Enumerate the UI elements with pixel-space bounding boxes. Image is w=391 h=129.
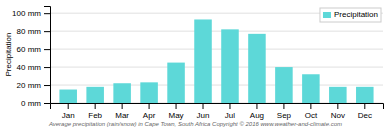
bar <box>356 87 374 103</box>
bar-series <box>59 19 373 103</box>
legend-swatch <box>323 12 331 18</box>
y-tick: 40 mm <box>17 63 50 72</box>
y-tick-label: 40 mm <box>17 63 42 72</box>
y-tick-label: 60 mm <box>17 45 42 54</box>
x-tick-label: May <box>168 111 183 120</box>
x-tick-label: Apr <box>143 111 156 120</box>
x-tick-mark <box>229 103 230 109</box>
grid-line <box>50 49 383 50</box>
y-tick-mark <box>44 13 50 14</box>
x-tick-mark <box>122 103 123 109</box>
bar <box>113 83 131 103</box>
bar <box>329 87 347 103</box>
grid-line <box>50 67 383 68</box>
x-tick-mark <box>176 103 177 109</box>
x-axis-line <box>51 104 384 110</box>
x-tick-label: Oct <box>305 111 318 120</box>
x-tick-label: Jul <box>225 111 235 120</box>
x-tick-label: Nov <box>331 111 345 120</box>
y-tick-label: 20 mm <box>17 81 42 90</box>
x-tick: Oct <box>305 103 318 120</box>
x-tick: May <box>168 103 183 120</box>
x-tick-label: Jan <box>62 111 75 120</box>
bar <box>59 90 77 103</box>
bar <box>275 67 293 103</box>
caption: Average precipitation (rain/snow) in Cap… <box>48 121 342 127</box>
x-tick-mark <box>203 103 204 109</box>
y-axis-title: Precipitation <box>4 32 13 76</box>
y-axis: 0 mm 20 mm 40 mm 60 mm 80 mm 100 mm <box>12 7 50 109</box>
plot-area <box>59 19 373 103</box>
x-tick-mark <box>256 103 257 109</box>
x-tick-mark <box>364 103 365 109</box>
x-tick-label: Mar <box>115 111 129 120</box>
bar <box>248 34 266 103</box>
y-tick-mark <box>44 67 50 68</box>
x-tick: Dec <box>358 103 372 120</box>
x-tick: Jul <box>225 103 235 120</box>
x-tick-mark <box>149 103 150 109</box>
x-tick: Sep <box>277 103 292 120</box>
y-tick: 60 mm <box>17 45 50 54</box>
x-tick-mark <box>68 103 69 109</box>
legend: Precipitation <box>320 8 381 22</box>
x-tick: Jan <box>62 103 75 120</box>
x-tick: Nov <box>331 103 345 120</box>
x-tick-label: Jun <box>197 111 210 120</box>
bar <box>140 82 158 103</box>
bar <box>167 63 185 103</box>
x-tick-label: Dec <box>358 111 372 120</box>
x-tick-label: Aug <box>250 111 264 120</box>
x-tick: Aug <box>250 103 264 120</box>
bar <box>194 19 212 103</box>
bar <box>302 74 320 103</box>
y-tick-label: 0 mm <box>21 99 41 108</box>
bar <box>221 29 239 103</box>
chart: 0 mm20 mm40 mm60 mm80 mm100 mmJanFebMarA… <box>0 0 391 129</box>
grid-line <box>50 85 383 86</box>
grid-line <box>50 31 383 32</box>
bar <box>86 87 104 103</box>
y-tick: 0 mm <box>21 99 50 108</box>
x-tick: Jun <box>197 103 210 120</box>
x-tick-mark <box>310 103 311 109</box>
x-tick-mark <box>283 103 284 109</box>
y-tick-mark <box>44 49 50 50</box>
y-tick-mark <box>44 31 50 32</box>
y-axis-line <box>44 7 51 104</box>
x-tick-mark <box>95 103 96 109</box>
legend-box <box>320 8 381 22</box>
x-tick: Apr <box>143 103 156 120</box>
x-tick-label: Sep <box>277 111 292 120</box>
x-tick: Feb <box>88 103 102 120</box>
y-tick: 100 mm <box>12 9 50 18</box>
grid <box>50 13 383 103</box>
x-tick: Mar <box>115 103 129 120</box>
legend-label: Precipitation <box>334 10 378 19</box>
x-axis: Jan Feb Mar Apr May Jun Jul Aug Sep Oct Nov Dec <box>51 103 384 120</box>
y-tick-mark <box>44 103 50 104</box>
y-tick: 80 mm <box>17 27 50 36</box>
y-tick-label: 100 mm <box>12 9 41 18</box>
y-tick: 20 mm <box>17 81 50 90</box>
x-tick-label: Feb <box>88 111 102 120</box>
x-tick-mark <box>337 103 338 109</box>
y-tick-label: 80 mm <box>17 27 42 36</box>
y-tick-mark <box>44 85 50 86</box>
